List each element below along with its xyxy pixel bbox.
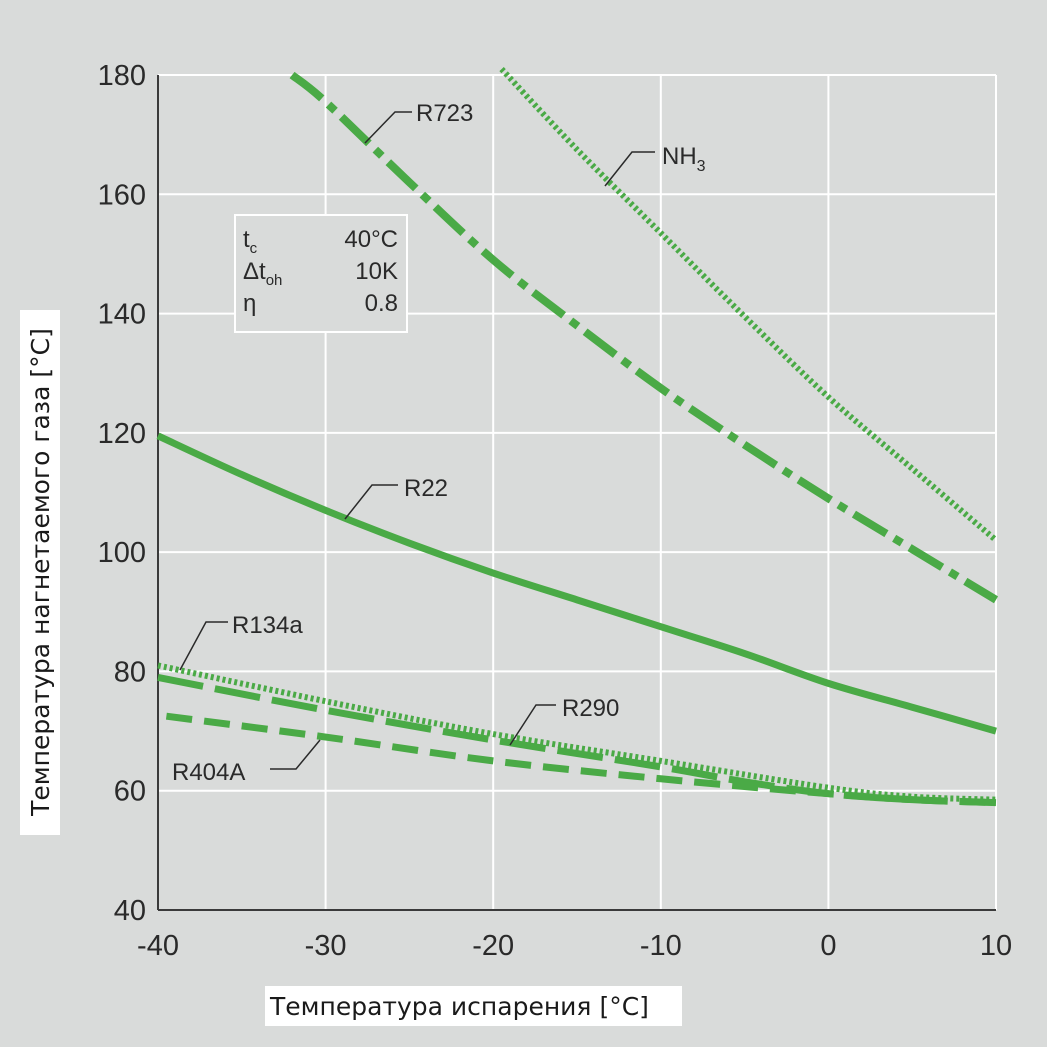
- nh3-label: NH3: [662, 143, 706, 175]
- r723-leader: [364, 111, 412, 144]
- y-axis-title-text: Температура нагнетаемого газа[°C]: [26, 328, 55, 817]
- r723-label: R723: [416, 100, 473, 127]
- r22-leader: [344, 484, 398, 520]
- x-tick-label: 0: [820, 930, 836, 962]
- y-tick-label: 180: [98, 60, 146, 92]
- y-tick-label: 40: [114, 895, 146, 927]
- x-axis-title-bg: [265, 986, 682, 1026]
- x-tick-label: -30: [305, 930, 347, 962]
- y-axis-title: Температура нагнетаемого газа[°C]: [20, 310, 60, 835]
- r290-label: R290: [562, 695, 619, 722]
- eta-value: 0.8: [365, 290, 398, 317]
- series-line-r22: [156, 432, 997, 735]
- x-tick-label: 10: [980, 930, 1012, 962]
- dtoh-label: Δtoh: [243, 258, 282, 289]
- x-tick-label: -40: [137, 930, 179, 962]
- y-tick-label: 60: [114, 776, 146, 808]
- x-tick-labels: -40 -30 -20 -10 0 10: [137, 930, 1012, 962]
- axes: [157, 75, 996, 911]
- x-tick-label: -10: [640, 930, 682, 962]
- series-line-r404a: [165, 712, 997, 807]
- y-tick-label: 80: [114, 656, 146, 688]
- series-line-r290: [157, 673, 997, 807]
- series-line-r134a: [157, 662, 997, 803]
- tc-label: tc: [243, 226, 258, 257]
- y-tick-labels: 40 60 80 100 120 140 160 180: [98, 60, 146, 927]
- y-tick-label: 160: [98, 179, 146, 211]
- series-labels: R723 NH3 R22 R134a R290 R404A: [172, 100, 706, 786]
- r22-label: R22: [404, 475, 448, 502]
- y-axis-title-bg: [20, 310, 60, 835]
- conditions-box: tc 40°C Δtoh 10K η 0.8: [234, 214, 408, 333]
- y-tick-label: 120: [98, 418, 146, 450]
- y-tick-label: 140: [98, 299, 146, 331]
- r404a-label: R404A: [172, 759, 245, 786]
- x-tick-label: -20: [472, 930, 514, 962]
- series-line-nh3: [499, 66, 998, 543]
- r134a-label: R134a: [232, 612, 303, 639]
- y-tick-label: 100: [98, 537, 146, 569]
- dtoh-value: 10K: [355, 258, 398, 285]
- r404a-leader: [270, 739, 321, 770]
- series-line-r723: [289, 71, 999, 604]
- nh3-leader: [604, 151, 655, 187]
- series-lines: [156, 66, 999, 807]
- eta-label: η: [243, 290, 256, 317]
- x-axis-title: Температура испарения [°C]: [265, 986, 682, 1026]
- tc-value: 40°C: [344, 226, 398, 253]
- x-axis-title-text: Температура испарения [°C]: [269, 992, 649, 1021]
- r134a-leader: [179, 621, 228, 671]
- r290-leader: [509, 704, 556, 746]
- conditions-box-frame: [234, 214, 408, 333]
